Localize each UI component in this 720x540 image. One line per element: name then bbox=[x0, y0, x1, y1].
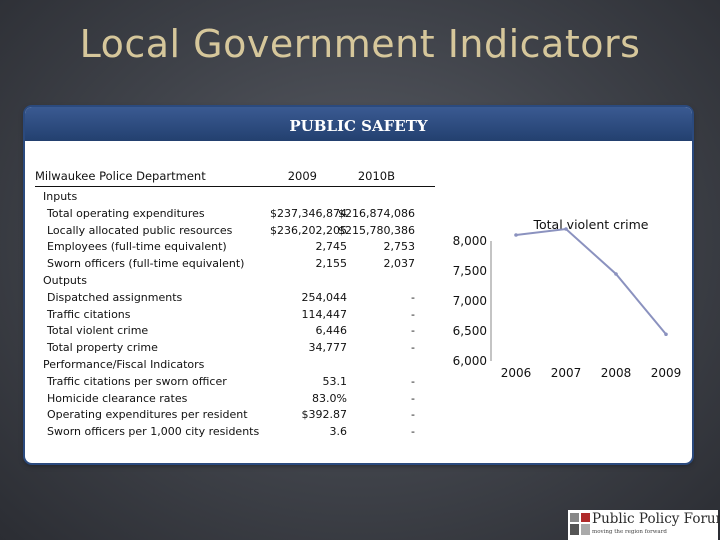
row-label: Operating expenditures per resident bbox=[47, 408, 248, 422]
value-2009: 114,447 bbox=[301, 307, 348, 321]
year-2009-header: 2009 bbox=[287, 169, 317, 183]
y-tick-label: 7,500 bbox=[453, 264, 487, 278]
table-row: Total property crime 34,777 - bbox=[35, 340, 435, 357]
row-label: Employees (full-time equivalent) bbox=[47, 240, 227, 254]
data-point bbox=[564, 227, 568, 231]
logo-tagline: moving the region forward bbox=[592, 529, 667, 535]
y-tick-label: 7,000 bbox=[453, 294, 487, 308]
x-tick-label: 2007 bbox=[551, 366, 582, 380]
section-label: Inputs bbox=[43, 190, 78, 203]
table-row: Traffic citations 114,447 - bbox=[35, 307, 435, 324]
value-2010b: - bbox=[411, 374, 415, 388]
value-2009: 53.1 bbox=[322, 374, 348, 388]
year-2010b-header: 2010B bbox=[357, 169, 395, 183]
value-2010b: - bbox=[411, 290, 415, 304]
row-label: Homicide clearance rates bbox=[47, 391, 188, 405]
section-label: Performance/Fiscal Indicators bbox=[43, 357, 205, 371]
value-2010b: - bbox=[411, 307, 415, 321]
row-label: Dispatched assignments bbox=[47, 290, 183, 304]
table-row: Homicide clearance rates 83.0% - bbox=[35, 391, 435, 408]
panel-title: PUBLIC SAFETY bbox=[25, 107, 692, 141]
table-row: Total violent crime 6,446 - bbox=[35, 323, 435, 340]
value-2009: $237,346,874 bbox=[270, 206, 347, 220]
value-2010b: - bbox=[411, 324, 415, 338]
x-tick-label: 2009 bbox=[651, 366, 682, 380]
value-2010b: - bbox=[411, 408, 415, 422]
table-row: Operating expenditures per resident $392.… bbox=[35, 407, 435, 424]
data-point bbox=[664, 332, 668, 337]
value-2010b: 2,753 bbox=[383, 240, 416, 254]
public-safety-panel: PUBLIC SAFETY Milwaukee Police Departmen… bbox=[25, 107, 692, 463]
table-row: Traffic citations per sworn officer 53.1 - bbox=[35, 374, 435, 391]
row-label: Total violent crime bbox=[47, 324, 149, 338]
slide-title: Local Government Indicators bbox=[79, 22, 641, 66]
value-2009: 254,044 bbox=[301, 290, 348, 304]
value-2009: $236,202,205 bbox=[270, 223, 347, 237]
data-point bbox=[614, 272, 618, 276]
x-tick-label: 2008 bbox=[601, 366, 632, 380]
section-row: Inputs bbox=[35, 189, 435, 206]
table-row: Total operating expenditures $237,346,874… bbox=[35, 206, 435, 223]
public-policy-forum-logo: Public Policy Forum moving the region fo… bbox=[568, 510, 720, 540]
value-2010b: - bbox=[411, 391, 415, 405]
logo-text: Public Policy Forum bbox=[592, 511, 720, 527]
table-body: Inputs Total operating expenditures $237,3… bbox=[35, 189, 435, 441]
department-header: Milwaukee Police Department bbox=[35, 169, 206, 183]
section-label: Outputs bbox=[43, 273, 87, 287]
section-row: Performance/Fiscal Indicators bbox=[35, 357, 435, 374]
table-row: Dispatched assignments 254,044 - bbox=[35, 290, 435, 307]
table-row: Employees (full-time equivalent) 2,745 2,7… bbox=[35, 239, 435, 256]
y-tick-label: 6,000 bbox=[453, 354, 487, 368]
value-2009: 83.0% bbox=[312, 391, 347, 405]
y-tick-label: 6,500 bbox=[453, 324, 487, 338]
violent-crime-chart: Total violent crime 8,000 7,500 7,000 6,500 6… bbox=[415, 205, 692, 385]
table-row: Sworn officers per 1,000 city residents 3… bbox=[35, 424, 435, 441]
value-2010b: - bbox=[411, 425, 415, 439]
row-label: Sworn officers (full-time equivalent) bbox=[47, 257, 245, 271]
row-label: Total property crime bbox=[47, 341, 158, 355]
value-2009: 6,446 bbox=[315, 324, 348, 338]
table-header: Milwaukee Police Department 2009 2010B bbox=[35, 169, 435, 187]
logo-mark-icon bbox=[570, 513, 590, 535]
data-point bbox=[514, 233, 518, 237]
value-2009: 34,777 bbox=[308, 341, 348, 355]
value-2010b: - bbox=[411, 341, 415, 355]
row-label: Traffic citations bbox=[47, 307, 131, 321]
row-label: Traffic citations per sworn officer bbox=[47, 374, 227, 388]
row-label: Sworn officers per 1,000 city residents bbox=[47, 425, 260, 439]
row-label: Total operating expenditures bbox=[47, 206, 205, 220]
value-2009: 2,155 bbox=[315, 257, 348, 271]
value-2010b: $216,874,086 bbox=[338, 206, 415, 220]
value-2010b: $215,780,386 bbox=[338, 223, 415, 237]
indicators-table: Milwaukee Police Department 2009 2010B I… bbox=[35, 169, 435, 441]
series-line bbox=[515, 227, 667, 335]
value-2010b: 2,037 bbox=[383, 257, 416, 271]
value-2009: $392.87 bbox=[301, 408, 348, 422]
chart-title: Total violent crime bbox=[533, 217, 649, 232]
table-row: Sworn officers (full-time equivalent) 2,1… bbox=[35, 256, 435, 273]
line-chart-svg: Total violent crime 8,000 7,500 7,000 6,500 6… bbox=[453, 217, 682, 380]
value-2009: 2,745 bbox=[315, 240, 348, 254]
value-2009: 3.6 bbox=[329, 425, 348, 439]
table-row: Locally allocated public resources $236,2… bbox=[35, 223, 435, 240]
row-label: Locally allocated public resources bbox=[47, 223, 233, 237]
x-tick-label: 2006 bbox=[501, 366, 532, 380]
section-row: Outputs bbox=[35, 273, 435, 290]
y-tick-label: 8,000 bbox=[453, 234, 487, 248]
